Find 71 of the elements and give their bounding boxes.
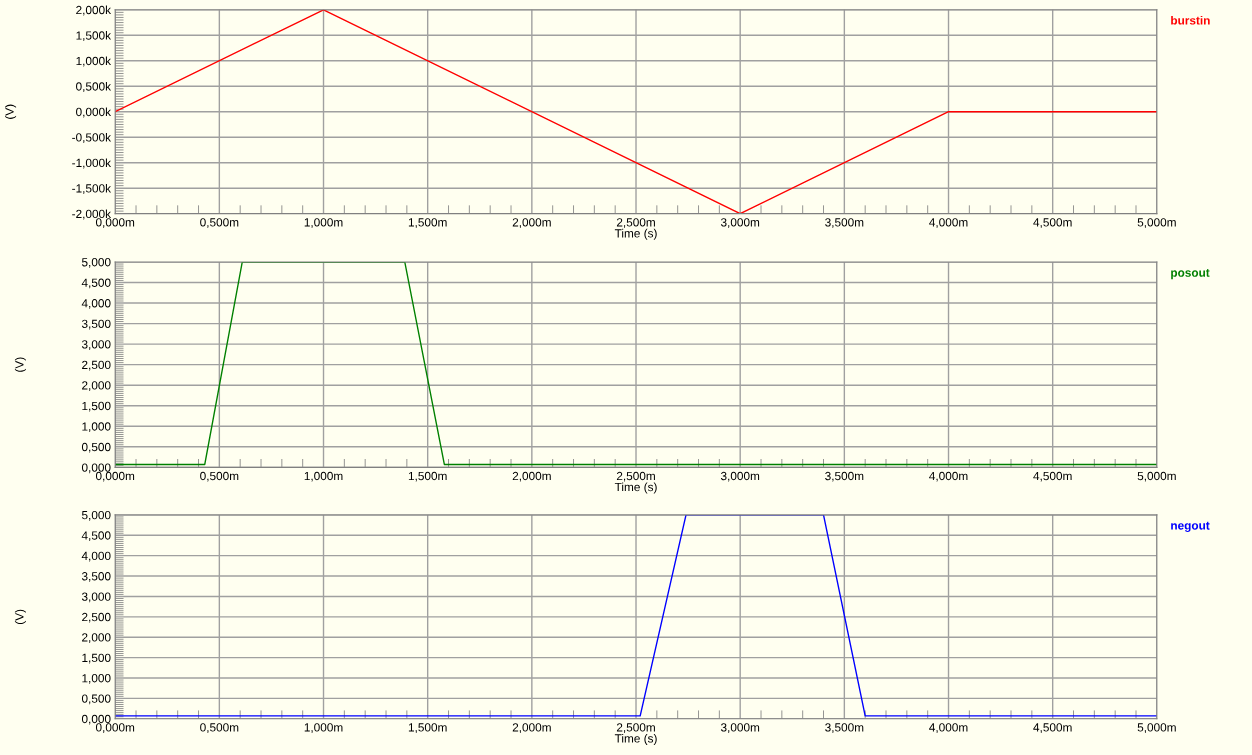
x-tick-label: 5,000m bbox=[1137, 471, 1176, 482]
y-tick-label: 3,500 bbox=[81, 319, 111, 330]
x-tick-label: 2,500m bbox=[616, 723, 655, 733]
y-tick-label: 2,500 bbox=[82, 360, 111, 371]
y-tick-label: 0,000 bbox=[81, 714, 111, 725]
y-tick-label: 1,000 bbox=[82, 674, 111, 684]
y-tick-label: 2,000 bbox=[82, 381, 111, 391]
x-tick-label: 0,500m bbox=[200, 471, 239, 482]
x-tick-label: 1,000m bbox=[304, 723, 343, 733]
y-tick-label: -1,500k bbox=[72, 183, 112, 194]
y-axis-title: (V) bbox=[14, 609, 26, 624]
y-tick-label: -0,500k bbox=[72, 132, 112, 144]
y-tick-label: 5,000 bbox=[81, 258, 111, 268]
y-tick-label: 0,000k bbox=[76, 107, 112, 118]
text: negout bbox=[1171, 521, 1210, 533]
y-tick-label: 0,500 bbox=[81, 694, 111, 705]
x-tick-label: 1,500m bbox=[408, 218, 447, 228]
text: posout bbox=[1171, 269, 1210, 280]
y-axis-title: (V) bbox=[5, 104, 17, 119]
x-tick-label: 1,000m bbox=[304, 471, 343, 482]
y-tick-label: -2,000k bbox=[72, 209, 112, 220]
y-tick-label: -1,000k bbox=[72, 158, 112, 169]
y-tick-label: 5,000 bbox=[81, 510, 111, 521]
x-tick-label: 4,500m bbox=[1033, 723, 1072, 733]
y-tick-label: 0,500 bbox=[81, 442, 111, 453]
y-tick-label: 2,000k bbox=[76, 5, 112, 16]
x-axis-title: Time (s) bbox=[614, 733, 657, 745]
y-tick-label: 4,000 bbox=[81, 299, 111, 309]
y-tick-label: 0,500k bbox=[76, 81, 112, 93]
y-tick-label: 4,500 bbox=[81, 531, 111, 542]
y-axis-title: (V) bbox=[14, 357, 26, 372]
y-tick-label: 1,000 bbox=[82, 422, 111, 433]
x-tick-label: 2,000m bbox=[512, 218, 551, 228]
x-tick-label: 2,000m bbox=[512, 723, 551, 733]
x-tick-label: 4,500m bbox=[1033, 218, 1072, 228]
y-tick-label: 2,500 bbox=[82, 612, 111, 623]
x-tick-label: 3,500m bbox=[825, 218, 864, 228]
x-tick-label: 5,000m bbox=[1137, 218, 1176, 228]
x-axis-title: Time (s) bbox=[614, 228, 657, 240]
x-axis-title: Time (s) bbox=[614, 482, 657, 494]
x-tick-label: 0,000m bbox=[95, 218, 135, 228]
y-tick-label: 4,500 bbox=[81, 278, 111, 289]
x-tick-label: 0,000m bbox=[95, 723, 135, 733]
x-tick-label: 2,000m bbox=[512, 471, 551, 482]
x-tick-label: 1,500m bbox=[408, 471, 447, 482]
y-tick-label: 1,500 bbox=[82, 401, 111, 412]
y-tick-label: 4,000 bbox=[81, 551, 111, 562]
text: burstin bbox=[1171, 15, 1210, 25]
x-tick-label: 0,500m bbox=[200, 723, 239, 733]
y-tick-label: 3,000 bbox=[81, 340, 111, 350]
x-tick-label: 0,500m bbox=[200, 218, 239, 228]
y-tick-label: 3,500 bbox=[81, 572, 111, 582]
x-tick-label: 4,000m bbox=[929, 723, 968, 733]
y-tick-label: 3,000 bbox=[81, 592, 111, 603]
x-tick-label: 3,000m bbox=[720, 471, 760, 482]
x-tick-label: 3,500m bbox=[825, 471, 864, 482]
x-tick-label: 2,500m bbox=[616, 218, 655, 228]
x-tick-label: 4,000m bbox=[929, 471, 968, 482]
y-tick-label: 2,000 bbox=[82, 633, 111, 644]
x-tick-label: 3,000m bbox=[720, 723, 760, 733]
x-tick-label: 3,000m bbox=[720, 218, 760, 228]
x-tick-label: 3,500m bbox=[825, 723, 864, 733]
x-tick-label: 5,000m bbox=[1137, 723, 1176, 733]
y-tick-label: 1,000k bbox=[76, 56, 112, 67]
x-tick-label: 1,000m bbox=[304, 218, 343, 228]
x-tick-label: 4,500m bbox=[1033, 471, 1072, 482]
x-tick-label: 4,000m bbox=[929, 218, 968, 228]
y-tick-label: 1,500 bbox=[82, 653, 111, 664]
x-tick-label: 2,500m bbox=[616, 471, 655, 482]
x-tick-label: 1,500m bbox=[408, 723, 447, 733]
y-tick-label: 1,500k bbox=[76, 31, 112, 42]
